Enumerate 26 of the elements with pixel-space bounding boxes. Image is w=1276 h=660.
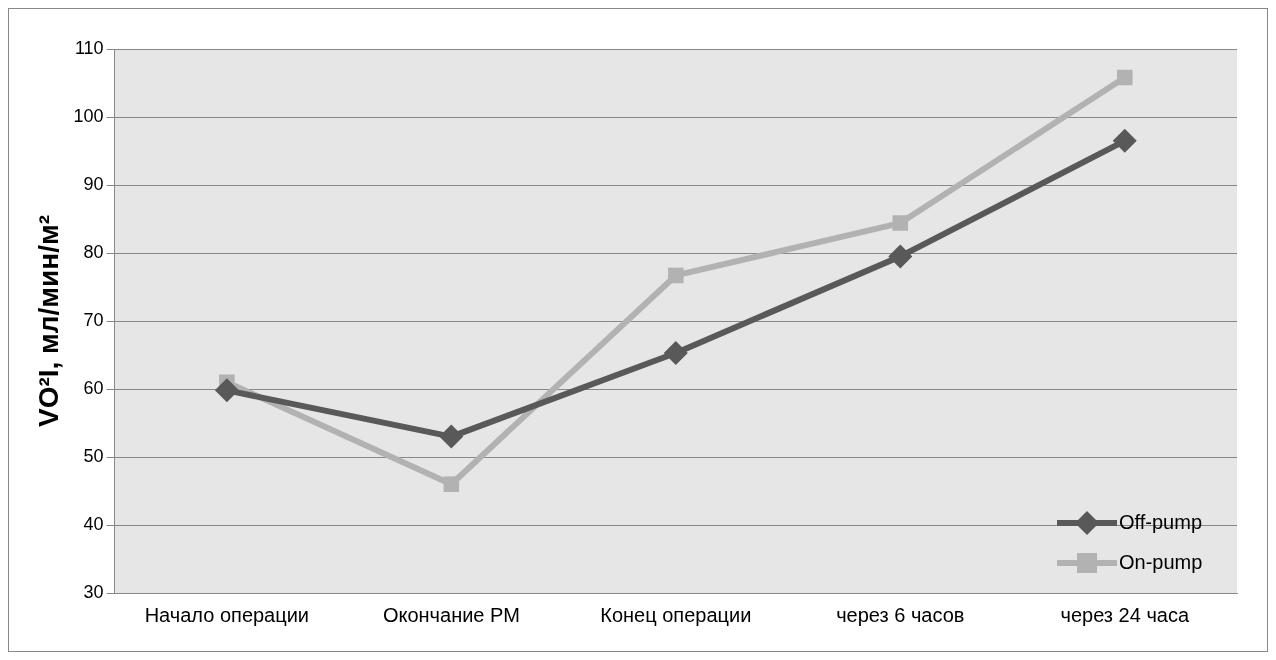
point xyxy=(668,267,684,284)
x-tick-label: Начало операции xyxy=(144,603,310,626)
y-tick-label: 70 xyxy=(83,309,104,330)
y-tick-label: 90 xyxy=(83,173,104,194)
point xyxy=(1112,128,1137,153)
point xyxy=(214,378,239,403)
point xyxy=(439,424,464,449)
x-tick-label: Окончание РМ xyxy=(382,603,520,626)
point xyxy=(663,340,688,365)
y-axis-title: VO²I, мл/мин/м² xyxy=(32,214,64,428)
y-tick-label: 50 xyxy=(83,445,104,466)
y-tick-label: 60 xyxy=(83,377,104,398)
x-tick-label: Конец операции xyxy=(600,603,752,626)
y-tick-label: 30 xyxy=(83,581,104,602)
x-tick-label: через 6 часов xyxy=(836,603,965,626)
y-tick-label: 100 xyxy=(73,105,104,126)
point xyxy=(443,476,460,492)
y-tick-label: 80 xyxy=(83,241,104,262)
x-tick-label: через 24 часа xyxy=(1060,603,1190,626)
point xyxy=(892,215,909,231)
point xyxy=(1116,69,1133,86)
legend-label: Off-pump xyxy=(1119,510,1202,533)
y-tick-label: 110 xyxy=(74,37,104,58)
legend-label: On-pump xyxy=(1119,550,1203,573)
y-tick-label: 40 xyxy=(83,513,104,534)
point xyxy=(888,244,913,269)
